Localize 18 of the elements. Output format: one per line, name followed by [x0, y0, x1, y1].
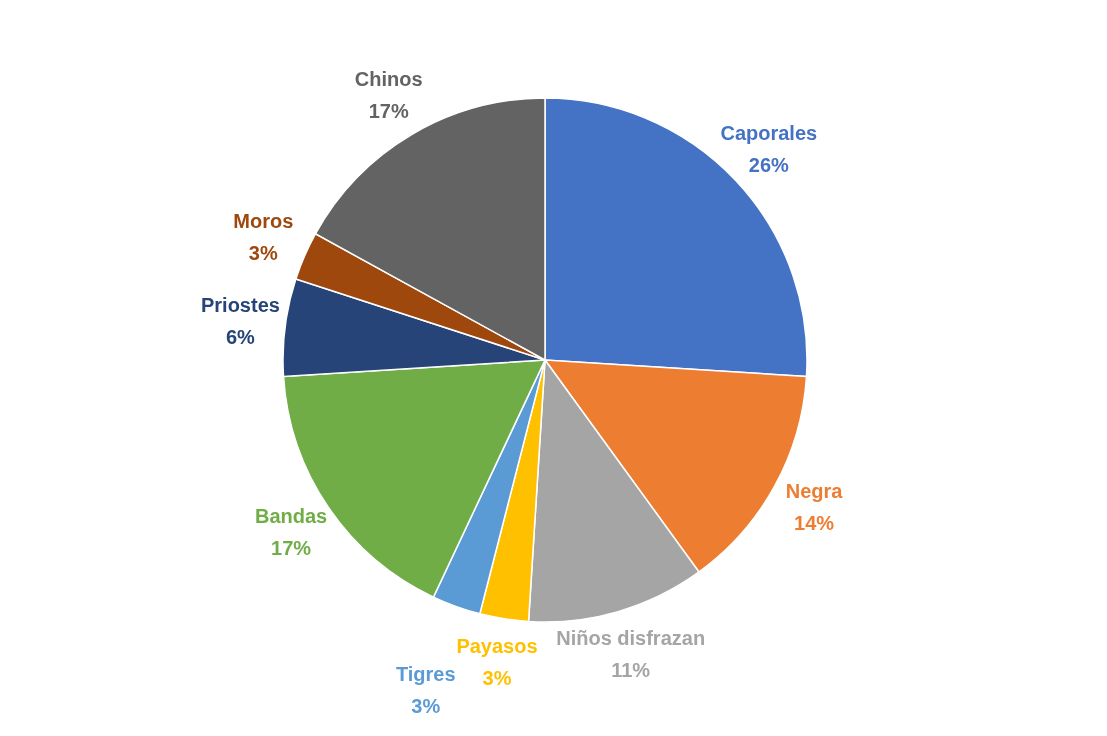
data-label: 17% [271, 536, 312, 559]
data-label: 17% [368, 99, 409, 122]
data-label: 3% [411, 695, 441, 718]
slice-label: Negra [785, 479, 844, 502]
slice-label: Bandas [254, 504, 328, 527]
data-label: 14% [794, 511, 835, 534]
data-label: 26% [748, 153, 790, 176]
slice-label: Caporales [720, 121, 818, 144]
data-label: 3% [248, 242, 278, 265]
data-label: 11% [611, 658, 651, 681]
data-label: 3% [482, 667, 512, 690]
slice-label: Moros [233, 210, 294, 233]
data-label: 6% [225, 325, 256, 348]
slice-label: Chinos [354, 67, 423, 90]
slice-label: Priostes [200, 293, 280, 316]
slice-label: Payasos [456, 635, 538, 658]
slice-label: Tigres [395, 663, 456, 686]
slice-label: Niños disfrazan [556, 626, 706, 649]
